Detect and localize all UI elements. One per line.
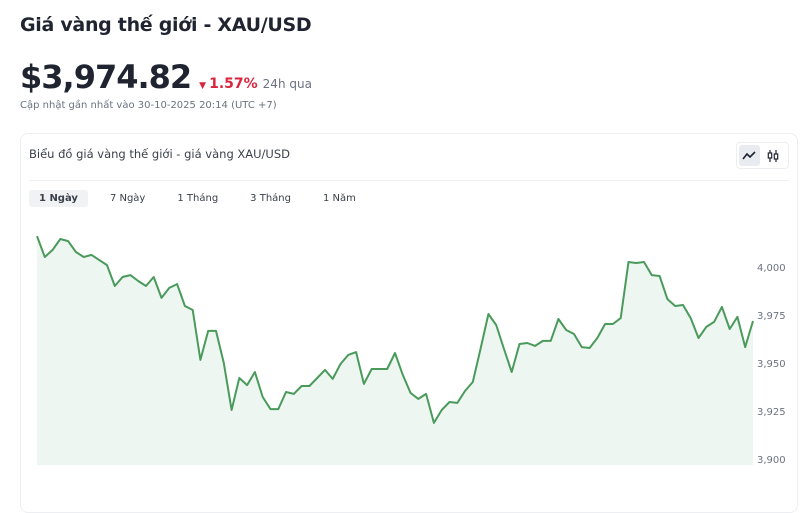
- divider: [29, 180, 789, 181]
- change-period: 24h qua: [262, 77, 312, 91]
- price-line: [36, 235, 754, 424]
- price-chart: 4,000 3,975 3,950 3,925 3,900: [36, 235, 786, 466]
- chart-type-toggle: [736, 142, 789, 169]
- candlestick-icon: [767, 149, 779, 162]
- range-3-months[interactable]: 3 Tháng: [250, 193, 291, 204]
- price-row: $3,974.82 ▼ 1.57% 24h qua: [20, 58, 312, 96]
- price-area: [37, 236, 753, 465]
- candlestick-button[interactable]: [763, 145, 784, 166]
- range-7-days[interactable]: 7 Ngày: [109, 193, 146, 204]
- line-chart-button[interactable]: [739, 145, 760, 166]
- line-chart-icon: [742, 150, 756, 159]
- last-updated: Cập nhật gần nhất vào 30-10-2025 20:14 (…: [20, 100, 277, 111]
- price-change: 1.57%: [209, 76, 258, 92]
- current-price: $3,974.82: [20, 58, 192, 96]
- range-tabs: 1 Ngày 7 Ngày 1 Tháng 3 Tháng 1 Năm: [29, 190, 378, 207]
- range-1-day[interactable]: 1 Ngày: [29, 190, 88, 207]
- chart-title: Biểu đồ giá vàng thế giới - giá vàng XAU…: [29, 147, 291, 161]
- y-tick-label: 4,000: [757, 263, 786, 274]
- caret-down-icon: ▼: [199, 81, 207, 91]
- y-tick-label: 3,925: [757, 407, 786, 418]
- y-tick-label: 3,950: [757, 359, 786, 370]
- y-tick-label: 3,975: [757, 311, 786, 322]
- y-tick-label: 3,900: [757, 455, 786, 466]
- range-1-year[interactable]: 1 Năm: [322, 193, 356, 204]
- chart-card: Biểu đồ giá vàng thế giới - giá vàng XAU…: [20, 133, 798, 513]
- page-title: Giá vàng thế giới - XAU/USD: [20, 14, 312, 36]
- range-1-month[interactable]: 1 Tháng: [177, 193, 219, 204]
